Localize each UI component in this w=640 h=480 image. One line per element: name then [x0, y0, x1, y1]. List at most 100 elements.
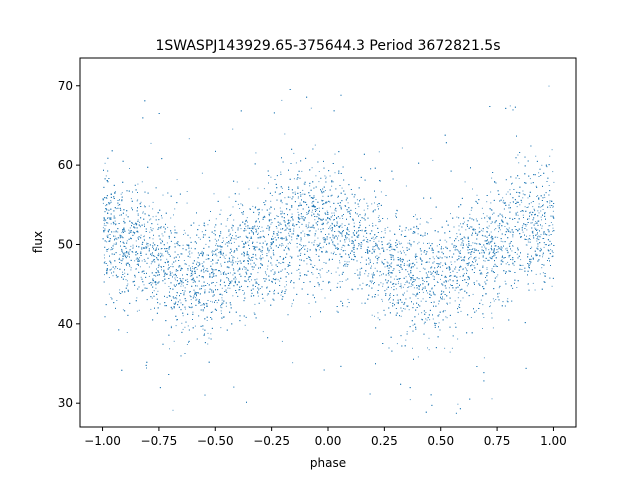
data-point: [157, 270, 159, 272]
data-point: [521, 269, 523, 270]
data-point: [412, 293, 414, 295]
data-point: [160, 252, 162, 254]
data-point: [161, 217, 163, 219]
data-point: [180, 268, 182, 270]
data-point: [331, 212, 333, 214]
data-point: [335, 210, 337, 212]
data-point: [394, 249, 396, 251]
data-point: [472, 293, 474, 295]
data-point: [475, 231, 477, 233]
data-point: [315, 175, 317, 177]
data-point: [172, 409, 174, 411]
data-point: [400, 259, 402, 260]
data-point: [150, 263, 152, 265]
data-point: [259, 226, 260, 227]
data-point: [535, 155, 537, 157]
data-point: [304, 233, 306, 235]
data-point: [329, 281, 331, 283]
data-point: [490, 302, 492, 304]
data-point: [110, 200, 112, 202]
data-point: [402, 246, 404, 248]
data-point: [531, 246, 533, 248]
data-point: [282, 238, 284, 240]
data-point: [220, 249, 222, 251]
data-point: [520, 259, 522, 261]
data-point: [212, 250, 214, 252]
data-point: [493, 300, 495, 302]
data-point: [542, 254, 544, 256]
data-point: [345, 238, 347, 240]
data-point: [552, 171, 554, 173]
data-point: [495, 236, 497, 238]
data-point: [210, 261, 212, 262]
data-point: [403, 263, 405, 264]
data-point: [415, 253, 417, 255]
data-point: [173, 214, 174, 216]
data-point: [233, 238, 235, 240]
data-point: [198, 237, 200, 239]
data-point: [291, 233, 293, 235]
data-point: [281, 245, 282, 247]
data-point: [245, 267, 247, 268]
data-point: [267, 265, 269, 267]
data-point: [256, 225, 258, 227]
data-point: [509, 254, 511, 256]
data-point: [126, 280, 128, 282]
data-point: [359, 268, 361, 270]
data-point: [373, 275, 375, 276]
data-point: [314, 235, 316, 237]
data-point: [366, 202, 368, 204]
data-point: [512, 236, 514, 238]
data-point: [475, 218, 477, 220]
data-point: [483, 317, 485, 318]
data-point: [367, 208, 369, 210]
data-point: [347, 298, 349, 300]
data-point: [384, 229, 386, 231]
data-point: [541, 267, 543, 269]
data-point: [328, 259, 330, 261]
data-point: [475, 310, 477, 312]
data-point: [176, 295, 178, 297]
data-point: [377, 294, 379, 296]
data-point: [433, 258, 435, 260]
data-point: [281, 340, 283, 342]
data-point: [322, 195, 324, 197]
data-point: [349, 213, 351, 215]
data-point: [415, 258, 417, 260]
data-point: [215, 218, 217, 220]
data-point: [173, 302, 175, 304]
data-point: [171, 263, 173, 265]
data-point: [137, 219, 139, 221]
data-point: [389, 293, 391, 294]
data-point: [262, 331, 264, 333]
data-point: [335, 235, 337, 237]
data-point: [536, 196, 538, 197]
data-point: [157, 267, 159, 268]
data-point: [174, 226, 176, 228]
data-point: [320, 228, 322, 230]
data-point: [536, 233, 538, 235]
data-point: [488, 253, 490, 255]
data-point: [102, 227, 104, 229]
data-point: [274, 272, 276, 274]
data-point: [540, 210, 542, 212]
data-point: [226, 219, 228, 221]
data-point: [235, 261, 237, 263]
data-point: [186, 202, 188, 204]
data-point: [532, 230, 534, 232]
data-point: [329, 175, 331, 177]
data-point: [449, 351, 451, 353]
data-point: [103, 254, 105, 256]
data-point: [374, 246, 376, 247]
data-point: [263, 278, 264, 280]
data-point: [266, 274, 267, 276]
data-point: [237, 203, 239, 205]
data-point: [534, 210, 536, 212]
data-point: [297, 197, 299, 199]
data-point: [152, 238, 154, 240]
data-point: [481, 207, 483, 209]
data-point: [418, 286, 420, 288]
data-point: [491, 312, 493, 314]
data-point: [356, 269, 358, 271]
data-point: [219, 236, 221, 238]
